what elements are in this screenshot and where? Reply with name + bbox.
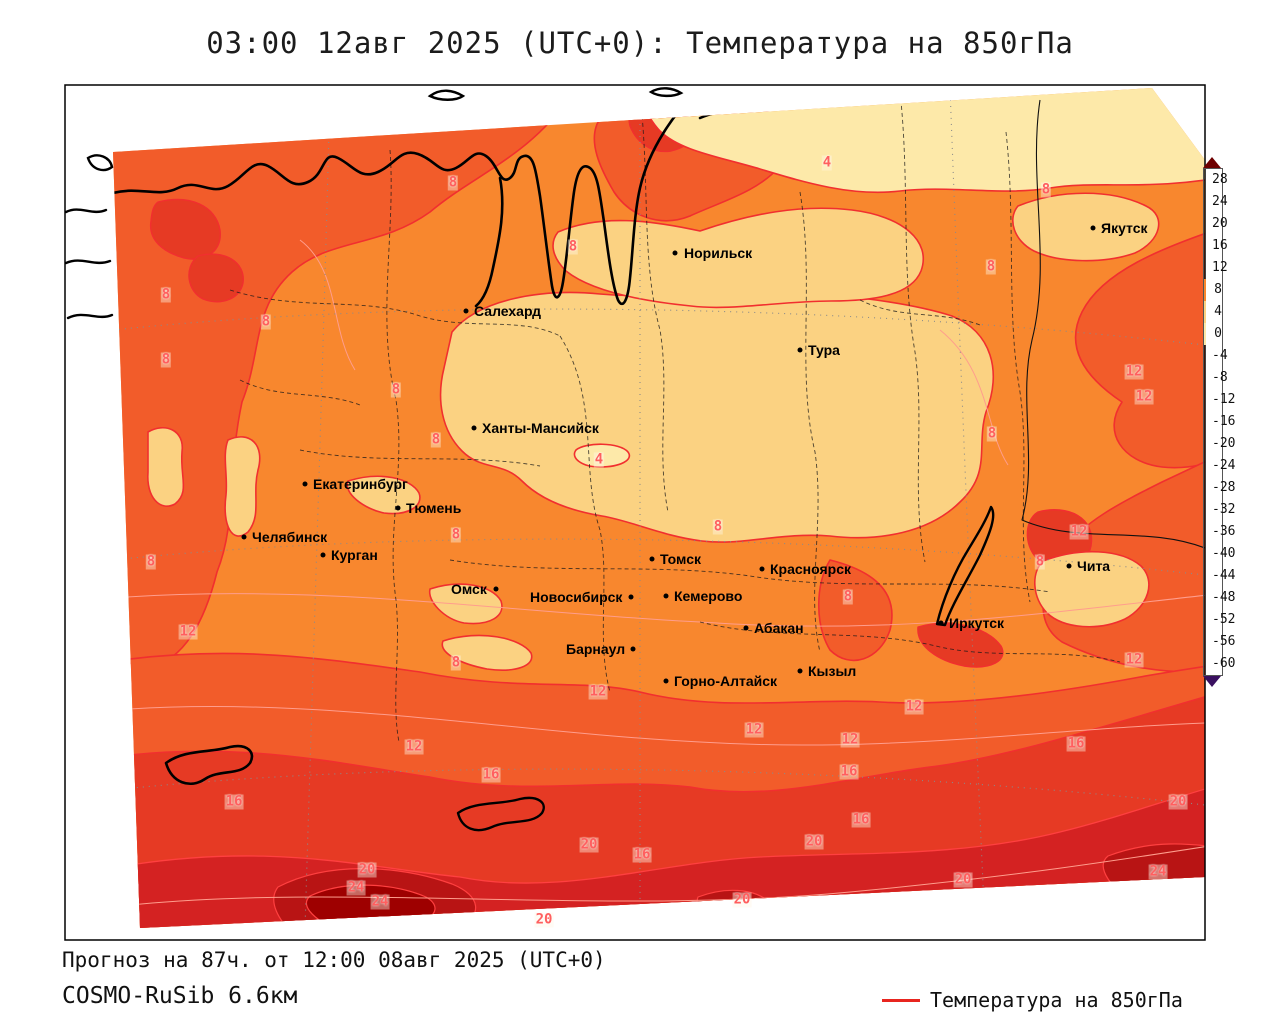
colorbar-tick-label: 12 — [1212, 260, 1228, 275]
colorbar-row: 8 — [1204, 279, 1222, 301]
colorbar-scale: 28 24 20 16 12 8 — [1203, 168, 1235, 676]
admin-borders — [229, 91, 1121, 743]
colorbar-row: -8 — [1204, 367, 1228, 389]
map-frame-border — [64, 84, 1206, 941]
colorbar-row: -40 — [1204, 543, 1235, 565]
colorbar-row: -56 — [1204, 631, 1235, 653]
colorbar-tick-label: -32 — [1212, 502, 1236, 517]
lake-balkhash — [164, 744, 254, 785]
colorbar-tick-label: 20 — [1212, 216, 1228, 231]
colorbar-row: -24 — [1204, 455, 1235, 477]
colorbar-tick-label: 24 — [1212, 194, 1228, 209]
colorbar-tick-label: 8 — [1214, 282, 1222, 297]
colorbar-tick-label: -12 — [1212, 392, 1236, 407]
legend-label: Температура на 850гПа — [930, 988, 1183, 1012]
colorbar-tick-label: -20 — [1212, 436, 1236, 451]
southern-lake — [456, 796, 545, 832]
colorbar-row: 16 — [1204, 235, 1228, 257]
colorbar-row: 20 — [1204, 213, 1228, 235]
colorbar-row: -16 — [1204, 411, 1235, 433]
temperature-field — [113, 88, 1205, 928]
colorbar-color-cell — [1204, 279, 1207, 301]
colorbar-tick-label: -40 — [1212, 546, 1236, 561]
lake-baikal — [935, 505, 995, 627]
colorbar-bottom-arrow — [1203, 676, 1221, 687]
colorbar-row: -44 — [1204, 565, 1235, 587]
temperature-legend: Температура на 850гПа — [882, 988, 1183, 1012]
forecast-info: Прогноз на 87ч. от 12:00 08авг 2025 (UTC… — [62, 948, 606, 972]
colorbar-tick-label: 16 — [1212, 238, 1228, 253]
map-title: 03:00 12авг 2025 (UTC+0): Температура на… — [206, 26, 1074, 60]
colorbar-color-cell — [1204, 301, 1207, 323]
colorbar-row: -4 — [1204, 345, 1228, 367]
colorbar-tick-label: -28 — [1212, 480, 1236, 495]
colorbar-top-arrow — [1203, 157, 1221, 168]
colorbar-row: -12 — [1204, 389, 1235, 411]
colorbar-tick-label: -52 — [1212, 612, 1236, 627]
colorbar-row: 4 — [1204, 301, 1222, 323]
colorbar-row: 24 — [1204, 191, 1228, 213]
colorbar-tick-label: -60 — [1212, 656, 1236, 671]
temperature-colorbar: 28 24 20 16 12 8 — [1203, 157, 1235, 687]
colorbar-color-cell — [1204, 323, 1207, 345]
colorbar-row: -20 — [1204, 433, 1235, 455]
colorbar-row: 12 — [1204, 257, 1228, 279]
colorbar-row: -48 — [1204, 587, 1235, 609]
colorbar-tick-label: -48 — [1212, 590, 1236, 605]
colorbar-row: -52 — [1204, 609, 1235, 631]
colorbar-row: 28 — [1204, 169, 1228, 191]
colorbar-tick-label: 4 — [1214, 304, 1222, 319]
colorbar-row: -36 — [1204, 521, 1235, 543]
colorbar-row: -28 — [1204, 477, 1235, 499]
colorbar-tick-label: -16 — [1212, 414, 1236, 429]
colorbar-tick-label: -36 — [1212, 524, 1236, 539]
colorbar-tick-label: -56 — [1212, 634, 1236, 649]
colorbar-tick-label: -44 — [1212, 568, 1236, 583]
colorbar-tick-label: -24 — [1212, 458, 1236, 473]
colorbar-tick-label: -8 — [1212, 370, 1228, 385]
colorbar-row: -60 — [1204, 653, 1235, 675]
colorbar-tick-label: 0 — [1214, 326, 1222, 341]
region-border-solid — [1021, 99, 1205, 549]
margin-coastlines — [64, 87, 684, 320]
colorbar-tick-label: 28 — [1212, 172, 1228, 187]
colorbar-row: 0 — [1204, 323, 1222, 345]
colorbar-row: -32 — [1204, 499, 1235, 521]
legend-line-sample — [882, 998, 920, 1002]
colorbar-tick-label: -4 — [1212, 348, 1228, 363]
model-info: COSMO-RuSib 6.6км — [62, 983, 298, 1009]
